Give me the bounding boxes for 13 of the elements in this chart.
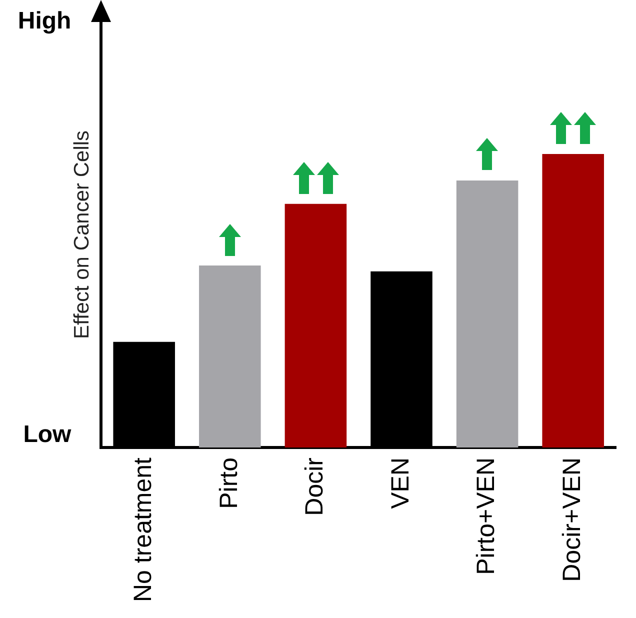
x-tick-label: Pirto+VEN — [472, 457, 500, 575]
text: High — [18, 8, 72, 35]
bar — [284, 204, 347, 448]
y-axis-title: Effect on Cancer Cells — [70, 130, 94, 340]
x-tick-label: Pirto — [214, 457, 243, 509]
text: Low — [23, 421, 72, 448]
x-tick-label: VEN — [386, 457, 414, 509]
x-tick-label: Docir+VEN — [558, 457, 586, 582]
x-tick-label: No treatment — [128, 457, 157, 602]
bar — [199, 266, 261, 448]
x-tick-label: Docir — [300, 457, 329, 516]
bar — [456, 180, 518, 448]
bar — [542, 154, 604, 448]
